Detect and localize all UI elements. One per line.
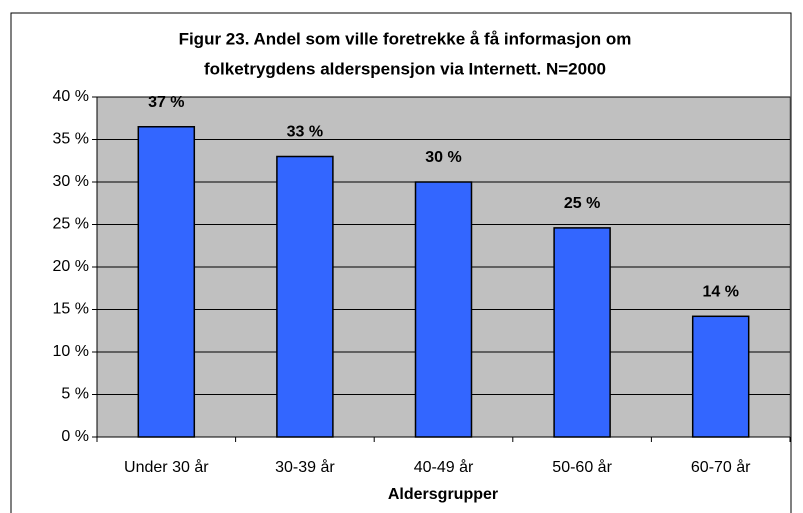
chart-title: Figur 23. Andel som ville foretrekke å f… (179, 29, 632, 48)
bar (414, 181, 473, 438)
bar (553, 227, 611, 438)
value-label: 33 % (287, 124, 323, 141)
y-tick-label: 30 % (53, 173, 89, 190)
y-tick-label: 40 % (53, 88, 89, 105)
chart-title: folketrygdens alderspensjon via Internet… (204, 59, 606, 78)
value-label: 37 % (148, 94, 184, 111)
bar (276, 155, 334, 438)
y-tick-label: 20 % (53, 258, 89, 275)
x-tick-label: 60-70 år (691, 458, 751, 476)
value-label: 14 % (702, 284, 738, 301)
y-tick-label: 15 % (53, 301, 89, 318)
y-tick-label: 35 % (53, 131, 89, 148)
x-tick-label: 30-39 år (275, 458, 335, 476)
value-label: 30 % (425, 149, 461, 166)
y-tick-label: 0 % (61, 428, 89, 445)
y-tick-label: 10 % (53, 343, 89, 360)
value-label: 25 % (564, 195, 600, 212)
y-tick-label: 25 % (53, 216, 89, 233)
x-tick-label: 40-49 år (414, 458, 474, 476)
y-tick-label: 5 % (61, 386, 89, 403)
bar (137, 126, 196, 438)
x-axis-title: Aldersgrupper (388, 486, 498, 503)
x-tick-label: 50-60 år (552, 458, 612, 476)
x-tick-label: Under 30 år (124, 458, 209, 476)
bar (691, 315, 750, 438)
